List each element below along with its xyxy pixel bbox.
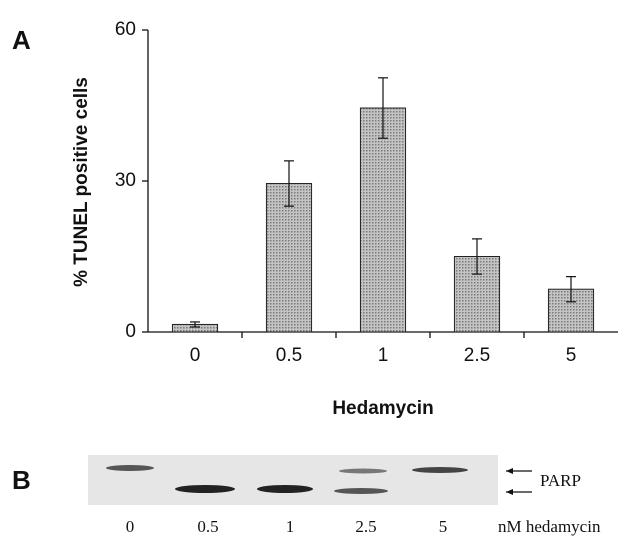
band — [339, 469, 387, 474]
y-tick-label: 60 — [115, 19, 136, 40]
band — [175, 485, 235, 493]
lane-label: 1 — [286, 517, 295, 536]
panel-label: A — [12, 25, 31, 55]
x-axis-label: Hedamycin — [332, 398, 433, 419]
blot-membrane — [88, 455, 498, 505]
plot-area: 0 30 60 0 0.5 1 2.5 5 — [115, 19, 618, 366]
bar — [360, 108, 405, 332]
x-tick-label: 0 — [190, 345, 201, 366]
lane-label: 5 — [439, 517, 448, 536]
lane-labels: 0 0.5 1 2.5 5 — [126, 517, 448, 536]
arrow-head — [506, 489, 513, 495]
lane-label: 0.5 — [197, 517, 218, 536]
band — [334, 488, 388, 494]
x-tick-label: 0.5 — [276, 345, 302, 366]
arrow-head — [506, 468, 513, 474]
figure: A % TUNEL positive cells Hedamycin 0 30 60… — [0, 0, 638, 542]
y-axis-label: % TUNEL positive cells — [71, 77, 92, 287]
x-tick-label: 2.5 — [464, 345, 490, 366]
band-label: PARP — [540, 471, 581, 490]
lane-label: 0 — [126, 517, 135, 536]
x-tick-label: 5 — [566, 345, 577, 366]
y-tick-label: 0 — [125, 321, 136, 342]
y-tick-label: 30 — [115, 170, 136, 191]
lane-unit: nM hedamycin — [498, 517, 601, 536]
western-blot: PARP — [88, 455, 581, 505]
lane-label: 2.5 — [355, 517, 376, 536]
panel-label: B — [12, 465, 31, 495]
band — [412, 467, 468, 473]
x-tick-label: 1 — [378, 345, 389, 366]
band — [257, 485, 313, 493]
band — [106, 465, 154, 471]
